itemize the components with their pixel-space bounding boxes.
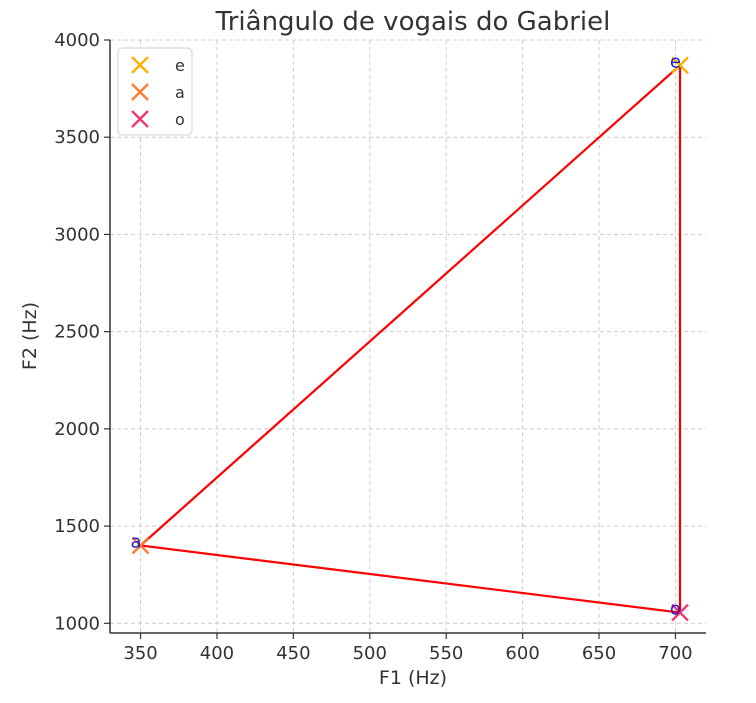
point-label-e: e	[670, 51, 681, 72]
marker-stroke	[671, 56, 689, 75]
legend-marker-a	[131, 83, 149, 101]
marker-e	[671, 56, 689, 75]
legend-label-o: o	[175, 110, 185, 129]
axes	[109, 40, 706, 634]
marker-a	[131, 536, 150, 555]
marker-stroke	[131, 110, 149, 128]
chart-title: Triângulo de vogais do Gabriel	[215, 7, 611, 37]
y-tick-label: 4000	[54, 30, 100, 51]
triangle-lines	[138, 64, 682, 614]
y-tick-label: 1500	[54, 516, 100, 537]
x-axis-label: F1 (Hz)	[379, 667, 447, 689]
grid-lines	[110, 39, 706, 633]
x-tick-label: 700	[658, 643, 692, 664]
y-tick-label: 2500	[54, 322, 100, 343]
y-tick-label: 3500	[54, 127, 100, 148]
tick-labels: 350 400 450 500 550 600 650 700 1000 1500 2000 2500…	[54, 30, 692, 664]
x-tick-label: 400	[200, 643, 234, 664]
y-axis-label: F2 (Hz)	[19, 302, 41, 370]
legend: eao	[117, 47, 193, 136]
legend-marker-e	[131, 56, 149, 74]
y-tick-label: 3000	[54, 224, 100, 245]
y-tick-label: 1000	[54, 613, 100, 634]
point-labels: eao	[130, 51, 681, 619]
legend-marker-o	[131, 110, 149, 128]
x-tick-label: 650	[582, 643, 616, 664]
data-markers	[131, 56, 689, 622]
marker-stroke	[131, 83, 149, 101]
marker-o	[671, 603, 689, 622]
x-tick-label: 450	[276, 643, 310, 664]
x-tick-label: 350	[123, 643, 157, 664]
marker-stroke	[131, 536, 150, 555]
triangle-line	[138, 64, 682, 614]
marker-stroke	[671, 603, 689, 622]
y-tick-label: 2000	[54, 419, 100, 440]
marker-stroke	[131, 56, 149, 74]
x-tick-label: 500	[353, 643, 387, 664]
point-label-a: a	[130, 532, 141, 553]
point-label-o: o	[670, 599, 681, 620]
x-tick-label: 600	[505, 643, 539, 664]
legend-label-a: a	[175, 83, 185, 102]
x-tick-label: 550	[429, 643, 463, 664]
legend-label-e: e	[175, 56, 185, 75]
